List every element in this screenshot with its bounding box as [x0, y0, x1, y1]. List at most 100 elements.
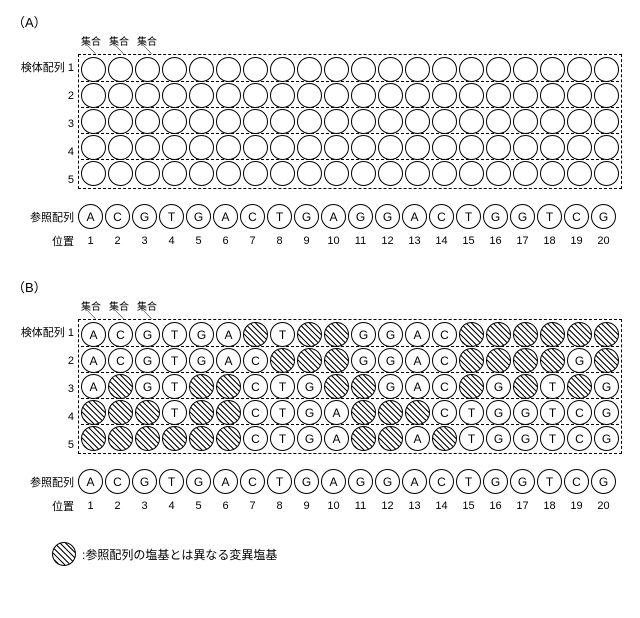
base-cell [270, 109, 295, 134]
base-cell: G [486, 374, 511, 399]
reference-cell: G [294, 204, 319, 229]
base-letter: T [549, 432, 556, 446]
base-cell: C [243, 426, 268, 451]
position-number: 12 [375, 500, 400, 512]
base-cell: G [513, 400, 538, 425]
position-row: 位置1234567891011121314151617181920 [12, 498, 628, 514]
column-group-header: 集合集合集合 [78, 298, 628, 313]
base-cell [378, 57, 403, 82]
base-cell [135, 161, 160, 186]
reference-cell: T [537, 469, 562, 494]
grid-row: CTGAATGGTCG [81, 424, 619, 451]
position-number: 14 [429, 500, 454, 512]
base-cell [243, 57, 268, 82]
base-cell [594, 57, 619, 82]
base-cell: G [513, 426, 538, 451]
base-cell [351, 400, 376, 425]
position-number: 2 [105, 235, 130, 247]
base-letter: T [468, 432, 475, 446]
base-cell [432, 83, 457, 108]
base-cell: G [189, 322, 214, 347]
base-cell [351, 83, 376, 108]
base-cell [324, 83, 349, 108]
row-label: 検体配列 1 [12, 319, 74, 347]
base-cell: T [459, 400, 484, 425]
base-cell [81, 426, 106, 451]
base-cell [540, 161, 565, 186]
base-letter: C [575, 432, 584, 446]
base-cell [135, 83, 160, 108]
position-number: 10 [321, 500, 346, 512]
reference-cell: G [348, 469, 373, 494]
reference-cell: A [213, 204, 238, 229]
base-cell [567, 161, 592, 186]
position-number: 6 [213, 500, 238, 512]
position-label: 位置 [12, 498, 78, 514]
base-cell: A [81, 322, 106, 347]
base-cell [270, 83, 295, 108]
base-cell [243, 109, 268, 134]
base-cell [405, 109, 430, 134]
base-cell [351, 161, 376, 186]
base-cell [297, 322, 322, 347]
base-cell: T [540, 426, 565, 451]
base-cell [594, 83, 619, 108]
base-cell [513, 109, 538, 134]
base-letter: A [89, 380, 97, 394]
legend: :参照配列の塩基とは異なる変異塩基 [52, 542, 628, 566]
base-cell [189, 426, 214, 451]
base-cell: A [324, 426, 349, 451]
base-cell [324, 322, 349, 347]
position-number: 3 [132, 235, 157, 247]
panel-title: （B） [12, 277, 628, 296]
base-cell [378, 161, 403, 186]
grid-wrap: 検体配列 12345 [12, 54, 628, 194]
base-cell [243, 161, 268, 186]
base-cell: T [270, 322, 295, 347]
base-cell [459, 109, 484, 134]
base-letter: G [143, 380, 152, 394]
base-letter: T [279, 406, 286, 420]
base-cell [513, 374, 538, 399]
base-cell [405, 83, 430, 108]
base-cell [324, 374, 349, 399]
position-number: 11 [348, 500, 373, 512]
base-cell [459, 161, 484, 186]
position-number: 20 [591, 235, 616, 247]
base-cell [486, 83, 511, 108]
base-letter: G [359, 328, 368, 342]
position-number: 20 [591, 500, 616, 512]
base-cell [540, 57, 565, 82]
base-cell [324, 57, 349, 82]
base-cell [540, 135, 565, 160]
reference-cell: C [240, 204, 265, 229]
base-cell [162, 426, 187, 451]
base-cell [432, 109, 457, 134]
base-cell [513, 57, 538, 82]
base-letter: A [332, 406, 340, 420]
reference-cell: A [402, 469, 427, 494]
base-cell: C [243, 348, 268, 373]
reference-cell: A [321, 469, 346, 494]
base-cell [540, 348, 565, 373]
base-cell: T [270, 426, 295, 451]
base-cell [432, 161, 457, 186]
base-cell [567, 135, 592, 160]
base-cell: G [486, 400, 511, 425]
position-number: 10 [321, 235, 346, 247]
base-cell [405, 161, 430, 186]
reference-row: 参照配列ACGTGACTGAGGACTGGTCG [12, 469, 628, 494]
base-cell: A [81, 348, 106, 373]
reference-label: 参照配列 [12, 209, 78, 225]
base-cell [216, 374, 241, 399]
base-cell [297, 161, 322, 186]
base-letter: T [171, 328, 178, 342]
base-cell [135, 57, 160, 82]
grid-row: TCTGACTGGTCG [81, 398, 619, 425]
base-cell [81, 161, 106, 186]
base-cell [135, 135, 160, 160]
reference-cell: G [591, 469, 616, 494]
base-cell [459, 83, 484, 108]
base-cell [351, 135, 376, 160]
base-cell [594, 322, 619, 347]
